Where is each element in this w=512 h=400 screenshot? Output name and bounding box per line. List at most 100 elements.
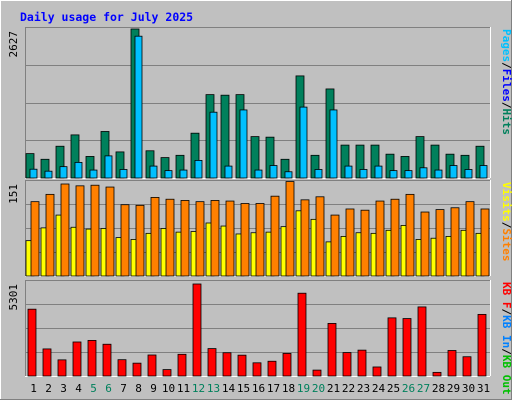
legend-item: Hits: [500, 109, 512, 136]
kb-f-bar-body: [87, 340, 97, 377]
pages-bar: [464, 169, 473, 179]
kb-f-bar: [222, 352, 232, 377]
x-tick-label: 18: [282, 382, 295, 395]
pages-bar-body: [434, 169, 443, 179]
kb-f-bar: [27, 308, 37, 377]
sites-bar-body: [135, 204, 145, 277]
pages-bar-body: [29, 168, 38, 179]
kb-f-bar: [57, 359, 67, 377]
pages-bar: [419, 167, 428, 179]
x-tick-label: 24: [372, 382, 386, 395]
pages-bar-body: [464, 169, 473, 179]
pages-bar-body: [194, 160, 203, 179]
sites-bar: [345, 208, 355, 277]
pages-bar: [404, 170, 413, 179]
kb-f-bar: [162, 369, 172, 377]
sites-bar: [330, 214, 340, 277]
chart-title: Daily usage for July 2025: [20, 10, 193, 24]
legend-item: /: [500, 62, 512, 69]
sites-bar-body: [120, 204, 130, 277]
kb-f-bar-body: [477, 313, 487, 377]
kb-f-bar-body: [42, 348, 52, 377]
pages-bar: [299, 106, 308, 179]
x-tick-label: 10: [162, 382, 175, 395]
pages-bar-body: [374, 165, 383, 179]
sites-bar: [150, 197, 160, 277]
pages-bar-body: [119, 169, 128, 179]
panel-0-ymax-label: 2627: [7, 31, 20, 58]
x-axis-labels: 1 2 3 4 5 6 7 8 9 10 11 12 13 14 15 16 17 18 19 20 21 22 23 24 2…: [30, 382, 490, 395]
x-tick-label: 1: [30, 382, 37, 395]
pages-bar: [344, 165, 353, 179]
kb-f-bar-body: [297, 292, 307, 377]
kb-f-bar: [42, 348, 52, 377]
x-tick-label: 17: [267, 382, 280, 395]
x-tick-label: 6: [105, 382, 112, 395]
pages-bar-body: [314, 169, 323, 179]
pages-bar: [74, 162, 83, 179]
sites-bar-body: [285, 181, 295, 277]
sites-bar: [300, 199, 310, 277]
pages-bar: [284, 171, 293, 179]
kb-f-bar: [117, 359, 127, 377]
kb-f-bar-body: [357, 349, 367, 377]
kb-f-bar-body: [177, 353, 187, 377]
x-tick-label: 3: [60, 382, 67, 395]
legend-item: /: [500, 309, 512, 316]
sites-bar: [450, 207, 460, 277]
kb-f-bar: [357, 349, 367, 377]
pages-bar: [179, 169, 188, 179]
pages-bar-body: [344, 165, 353, 179]
pages-bar-body: [239, 109, 248, 179]
pages-bar: [29, 168, 38, 179]
sites-bar: [30, 201, 40, 277]
panel-2: 5301 KB F/KB In/KB Out: [7, 280, 512, 395]
sites-bar: [270, 195, 280, 277]
kb-f-bar-body: [147, 354, 157, 377]
kb-f-bar-body: [372, 366, 382, 377]
x-tick-label: 23: [357, 382, 370, 395]
kb-f-bar: [387, 317, 397, 377]
pages-bar: [149, 165, 158, 179]
kb-f-bar: [252, 362, 262, 377]
legend-item: KB In: [500, 315, 512, 348]
kb-f-bar-body: [117, 359, 127, 377]
sites-bar-body: [105, 186, 115, 277]
kb-f-bar: [477, 313, 487, 377]
sites-bar: [480, 208, 490, 277]
kb-f-bar: [402, 318, 412, 377]
pages-bar: [389, 170, 398, 179]
pages-bar-body: [299, 106, 308, 179]
x-tick-label: 31: [477, 382, 490, 395]
pages-bar-body: [449, 165, 458, 179]
kb-f-bar-body: [102, 343, 112, 377]
sites-bar: [390, 198, 400, 277]
pages-bar: [224, 165, 233, 179]
sites-bar: [255, 203, 265, 277]
sites-bar: [375, 200, 385, 277]
sites-bar-body: [90, 184, 100, 277]
sites-bar-body: [240, 203, 250, 277]
kb-f-bar: [147, 354, 157, 377]
x-tick-label: 25: [387, 382, 400, 395]
pages-bar: [329, 109, 338, 179]
sites-bar-body: [270, 195, 280, 277]
legend-item: /: [500, 348, 512, 355]
legend-item: KB Out: [500, 355, 512, 395]
pages-bar-body: [104, 155, 113, 179]
kb-f-bar: [267, 360, 277, 377]
pages-bar: [479, 165, 488, 179]
pages-bar: [359, 169, 368, 179]
kb-f-bar-body: [267, 360, 277, 377]
hits-bar-body: [220, 94, 230, 179]
sites-bar-body: [45, 193, 55, 277]
sites-bar-body: [465, 201, 475, 277]
pages-bar: [44, 170, 53, 179]
x-tick-label: 16: [252, 382, 265, 395]
sites-bar-body: [255, 203, 265, 277]
kb-f-bar: [462, 356, 472, 377]
x-tick-label: 7: [120, 382, 127, 395]
kb-f-bar: [102, 343, 112, 377]
kb-f-bar: [237, 354, 247, 377]
